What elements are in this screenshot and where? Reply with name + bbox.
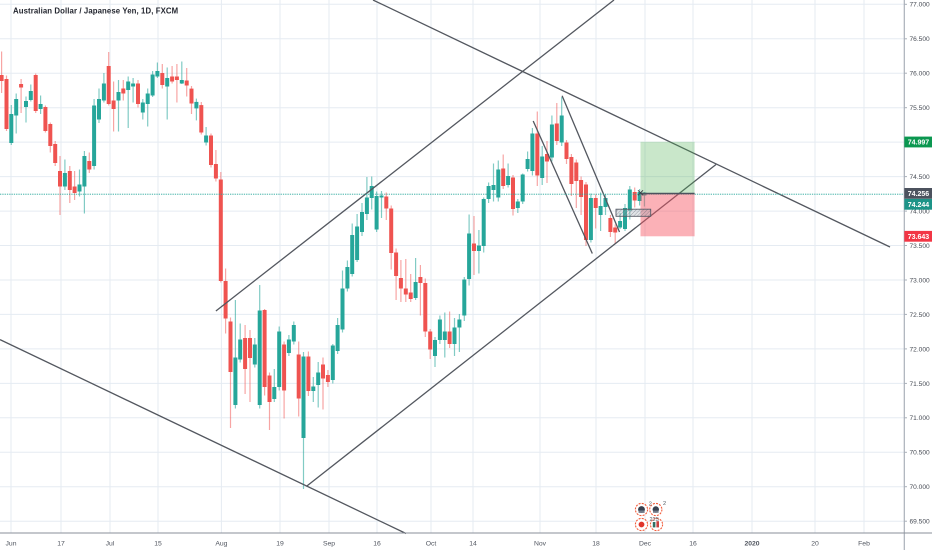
svg-text:17: 17 (57, 541, 65, 548)
svg-text:74.244: 74.244 (908, 202, 930, 209)
svg-text:Jun: Jun (6, 541, 17, 548)
svg-text:73.000: 73.000 (910, 277, 931, 284)
svg-text:71.000: 71.000 (910, 415, 931, 422)
svg-text:70.000: 70.000 (910, 484, 931, 491)
svg-text:20: 20 (811, 541, 819, 548)
svg-text:15: 15 (154, 541, 162, 548)
svg-text:72.500: 72.500 (910, 312, 931, 319)
svg-text:2020: 2020 (744, 541, 759, 548)
svg-text:2: 2 (663, 501, 666, 507)
svg-text:225: 225 (650, 517, 659, 523)
svg-text:Australian Dollar / Japanese Y: Australian Dollar / Japanese Yen, 1D, FX… (13, 7, 178, 16)
svg-text:Oct: Oct (426, 541, 437, 548)
svg-text:2: 2 (649, 502, 652, 508)
svg-text:74.000: 74.000 (910, 209, 931, 216)
svg-text:74.500: 74.500 (910, 174, 931, 181)
svg-text:73.643: 73.643 (908, 234, 930, 241)
svg-text:16: 16 (373, 541, 381, 548)
svg-text:73.500: 73.500 (910, 243, 931, 250)
svg-text:Jul: Jul (106, 541, 115, 548)
svg-text:19: 19 (276, 541, 284, 548)
svg-text:14: 14 (469, 541, 477, 548)
svg-text:Feb: Feb (858, 541, 870, 548)
svg-text:76.500: 76.500 (910, 36, 931, 43)
svg-text:71.500: 71.500 (910, 381, 931, 388)
svg-text:Sep: Sep (323, 541, 335, 548)
svg-text:72.000: 72.000 (910, 346, 931, 353)
svg-text:74.256: 74.256 (908, 191, 930, 198)
svg-text:70.500: 70.500 (910, 450, 931, 457)
svg-text:77.000: 77.000 (910, 2, 931, 9)
svg-text:Nov: Nov (534, 541, 547, 548)
svg-text:74.997: 74.997 (908, 140, 930, 147)
svg-text:Dec: Dec (639, 541, 652, 548)
svg-text:69.500: 69.500 (910, 519, 931, 526)
svg-text:75.500: 75.500 (910, 105, 931, 112)
svg-text:76.000: 76.000 (910, 71, 931, 78)
svg-text:Aug: Aug (215, 541, 227, 548)
svg-text:18: 18 (592, 541, 600, 548)
svg-text:16: 16 (689, 541, 697, 548)
